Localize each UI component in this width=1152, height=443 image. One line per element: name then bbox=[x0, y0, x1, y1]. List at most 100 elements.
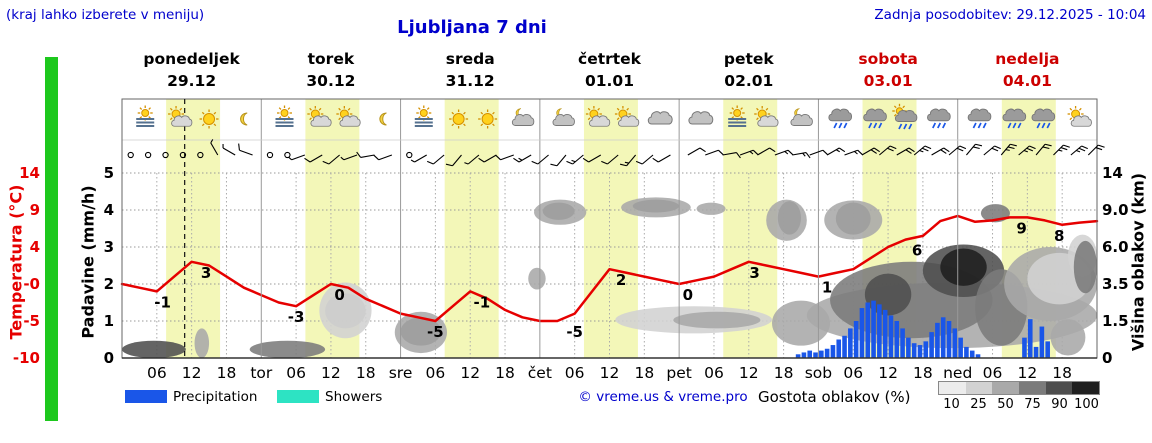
x-tick-hour: 18 bbox=[1052, 364, 1072, 382]
day-date: 04.01 bbox=[1002, 72, 1052, 90]
x-tick-hour: 12 bbox=[600, 364, 620, 382]
day-header-ponedeljek: ponedeljek 29.12 bbox=[143, 48, 239, 92]
density-label: 50 bbox=[997, 397, 1014, 412]
wind-barb-icon bbox=[1087, 144, 1105, 156]
precip-bar bbox=[940, 317, 946, 358]
density-label: 75 bbox=[1024, 397, 1041, 412]
density-swatch bbox=[1045, 382, 1073, 394]
rain-icon bbox=[1031, 108, 1056, 129]
cloud-blob bbox=[864, 273, 912, 316]
rain-icon bbox=[1002, 108, 1027, 129]
wind-calm-icon bbox=[179, 151, 187, 159]
precip-bar bbox=[859, 308, 865, 358]
cloud-axis-tick: 6.0 bbox=[1102, 238, 1129, 256]
precip-bar bbox=[1033, 346, 1039, 358]
wind-barb-icon bbox=[464, 154, 480, 165]
density-swatch bbox=[939, 382, 966, 394]
cloud-blob bbox=[249, 340, 326, 358]
precip-bar bbox=[952, 328, 958, 358]
wind-barb-icon bbox=[896, 147, 915, 156]
temp-axis-tick: -10 bbox=[13, 349, 40, 367]
cloud-density-scale-labels: 10 25 50 75 90 100 bbox=[938, 397, 1100, 412]
day-name: četrtek bbox=[578, 50, 641, 68]
precip-bar bbox=[917, 345, 923, 358]
day-date: 03.01 bbox=[863, 72, 913, 90]
temp-value-label: 9 bbox=[1016, 219, 1026, 237]
cloud-axis-tick: 1.5 bbox=[1102, 312, 1129, 330]
cloud-blob bbox=[122, 340, 186, 358]
day-date: 30.12 bbox=[306, 72, 356, 90]
sun-cloud-icon bbox=[336, 106, 361, 127]
precip-axis-tick: 3 bbox=[104, 238, 114, 256]
precip-bar bbox=[865, 302, 871, 358]
precip-axis-tick: 0 bbox=[104, 349, 114, 367]
precip-bar bbox=[1039, 326, 1045, 358]
wind-calm-icon bbox=[162, 151, 169, 159]
moon-icon bbox=[240, 112, 248, 126]
wind-calm-icon bbox=[127, 151, 134, 159]
wind-barb-icon bbox=[844, 149, 863, 156]
x-tick-hour: 06 bbox=[286, 364, 306, 382]
copyright-link[interactable]: © vreme.us & vreme.pro bbox=[578, 389, 748, 405]
rain-icon bbox=[927, 108, 951, 129]
temperature-line: -1 3 -3 0 -5 -1 -5 2 0 3 1 6 9 8 bbox=[120, 214, 1099, 341]
x-tick-day: pet bbox=[666, 364, 691, 382]
cloud-axis-tick: 14 bbox=[1102, 164, 1123, 182]
cloud-moon-icon bbox=[511, 108, 535, 126]
precip-bar bbox=[946, 321, 952, 358]
wind-barb-icon bbox=[1070, 145, 1088, 156]
temp-value-label: -1 bbox=[154, 293, 171, 311]
cloud-blob bbox=[194, 328, 210, 359]
wind-barb-icon bbox=[356, 151, 375, 158]
precip-bar bbox=[813, 352, 818, 358]
precip-axis-tick: 4 bbox=[104, 201, 114, 219]
cloud-moon-icon bbox=[552, 108, 575, 126]
wind-barb-icon bbox=[288, 154, 306, 161]
temp-axis-tick: 4 bbox=[30, 238, 40, 256]
cloud-axis-tick: 3.5 bbox=[1102, 275, 1129, 293]
precipitation-legend-label: Precipitation bbox=[173, 389, 258, 405]
wind-barb-icon bbox=[582, 154, 602, 163]
temp-value-label: -5 bbox=[566, 323, 583, 341]
density-label: 90 bbox=[1051, 397, 1068, 412]
sun-cloud-icon bbox=[754, 106, 779, 127]
rain-sun-icon bbox=[892, 103, 918, 130]
daylight-band bbox=[166, 99, 221, 358]
wind-barb-icon bbox=[757, 147, 776, 156]
precip-bar bbox=[807, 350, 813, 358]
wind-barb-icon bbox=[931, 147, 950, 156]
precip-bar bbox=[975, 354, 981, 358]
x-tick-hour: 12 bbox=[321, 364, 341, 382]
precip-axis-tick: 5 bbox=[104, 164, 114, 182]
location-hint: (kraj lahko izberete v meniju) bbox=[6, 7, 205, 23]
x-tick-hour: 06 bbox=[704, 364, 724, 382]
sun-cloud-icon bbox=[585, 106, 611, 127]
x-tick-day: čet bbox=[528, 364, 552, 382]
wind-barb-icon bbox=[410, 154, 427, 163]
wind-barb-icon bbox=[478, 154, 497, 163]
density-label: 100 bbox=[1074, 397, 1099, 412]
wind-barb-icon bbox=[774, 149, 794, 156]
page-title: Ljubljana 7 dni bbox=[397, 17, 547, 38]
x-tick-hour: 18 bbox=[356, 364, 376, 382]
precip-bar bbox=[935, 322, 940, 358]
cloud-axis-tick: 0 bbox=[1102, 349, 1112, 367]
x-tick-hour: 18 bbox=[634, 364, 654, 382]
wind-barb-icon bbox=[739, 149, 759, 156]
cloud-blob bbox=[621, 197, 691, 218]
sun-cloud-icon bbox=[168, 106, 193, 127]
day-date: 29.12 bbox=[167, 72, 217, 90]
precip-axis-tick: 1 bbox=[104, 312, 114, 330]
green-accent-strip bbox=[45, 57, 58, 421]
cloud-icon bbox=[647, 111, 673, 125]
showers-legend-swatch bbox=[277, 390, 319, 403]
x-tick-hour: 06 bbox=[426, 364, 446, 382]
wind-calm-icon bbox=[197, 151, 204, 159]
x-tick-hour: 18 bbox=[774, 364, 794, 382]
last-updated: Zadnja posodobitev: 29.12.2025 - 10:04 bbox=[874, 7, 1146, 23]
temp-value-label: 3 bbox=[201, 264, 211, 282]
x-tick-hour: 12 bbox=[878, 364, 898, 382]
cloud-blob bbox=[940, 248, 987, 286]
density-swatch bbox=[965, 382, 993, 394]
